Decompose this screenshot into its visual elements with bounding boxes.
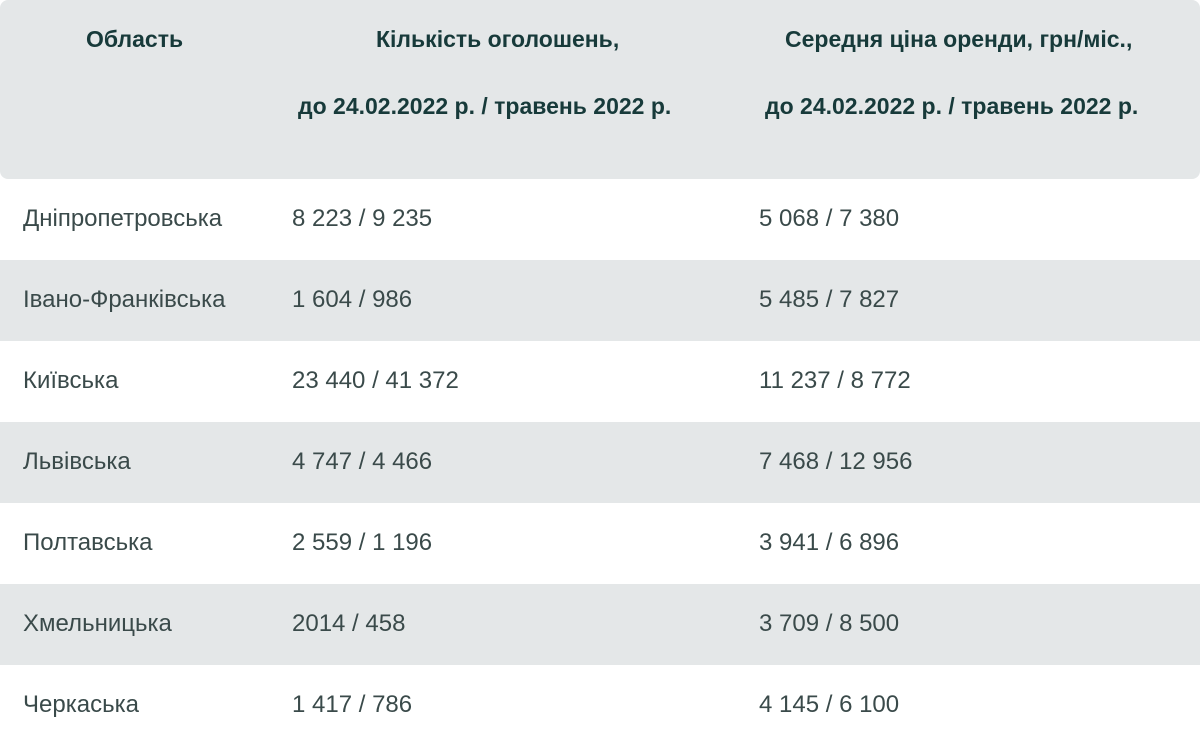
cell-region: Хмельницька <box>23 610 172 637</box>
cell-region: Івано-Франківська <box>23 286 226 313</box>
cell-price: 3 941 / 6 896 <box>759 529 900 556</box>
cell-count: 2014 / 458 <box>292 610 406 637</box>
cell-region: Полтавська <box>23 529 153 556</box>
cell-price: 7 468 / 12 956 <box>759 448 913 475</box>
cell-region: Дніпропетровська <box>23 205 223 232</box>
header-price-line1: Середня ціна оренди, грн/міс., <box>785 26 1133 52</box>
cell-region: Київська <box>23 367 119 394</box>
header-count-line2: до 24.02.2022 р. / травень 2022 р. <box>298 93 672 119</box>
table-row: Львівська 4 747 / 4 466 7 468 / 12 956 <box>0 422 1200 503</box>
cell-count: 8 223 / 9 235 <box>292 205 433 232</box>
table-row: Полтавська 2 559 / 1 196 3 941 / 6 896 <box>0 503 1200 584</box>
cell-price: 3 709 / 8 500 <box>759 610 900 637</box>
cell-price: 5 485 / 7 827 <box>759 286 900 313</box>
cell-count: 1 604 / 986 <box>292 286 413 313</box>
cell-region: Львівська <box>23 448 131 475</box>
table-row: Київська 23 440 / 41 372 11 237 / 8 772 <box>0 341 1200 422</box>
table-row: Черкаська 1 417 / 786 4 145 / 6 100 <box>0 665 1200 746</box>
table-row: Івано-Франківська 1 604 / 986 5 485 / 7 … <box>0 260 1200 341</box>
header-region-label: Область <box>86 26 184 52</box>
table-row: Дніпропетровська 8 223 / 9 235 5 068 / 7… <box>0 179 1200 260</box>
cell-price: 11 237 / 8 772 <box>759 367 911 394</box>
cell-price: 5 068 / 7 380 <box>759 205 900 232</box>
cell-count: 23 440 / 41 372 <box>292 367 459 394</box>
table-row: Хмельницька 2014 / 458 3 709 / 8 500 <box>0 584 1200 665</box>
cell-region: Черкаська <box>23 691 139 718</box>
cell-count: 1 417 / 786 <box>292 691 413 718</box>
header-count-line1: Кількість оголошень, <box>376 26 620 52</box>
header-price-line2: до 24.02.2022 р. / травень 2022 р. <box>765 93 1139 119</box>
cell-count: 4 747 / 4 466 <box>292 448 433 475</box>
cell-price: 4 145 / 6 100 <box>759 691 900 718</box>
cell-count: 2 559 / 1 196 <box>292 529 433 556</box>
table-header: Область Кількість оголошень, до 24.02.20… <box>0 0 1200 179</box>
